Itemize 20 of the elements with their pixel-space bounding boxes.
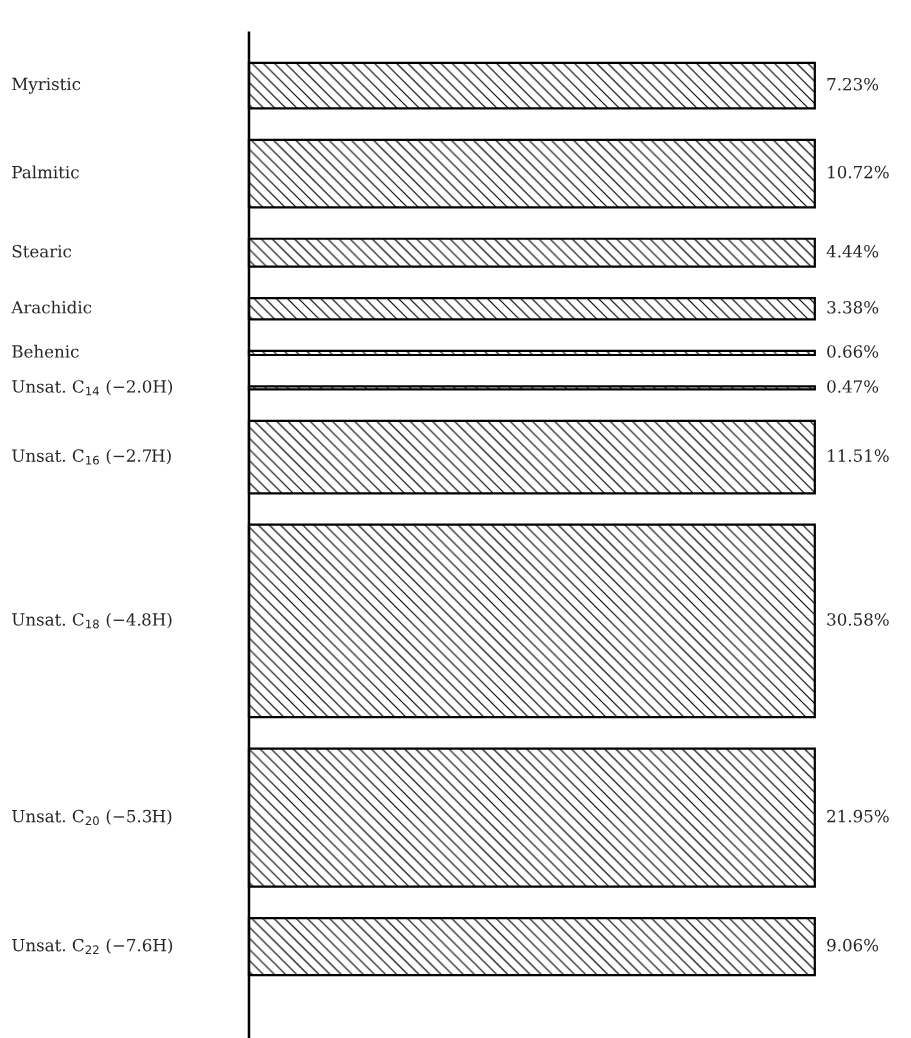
data-label: 9.06% <box>827 938 879 952</box>
data-label: 30.58% <box>827 613 889 626</box>
data-label: 0.47% <box>827 380 879 393</box>
data-label: 0.66% <box>827 345 879 358</box>
category-label: Unsat. C$_{18}$ (−4.8H) <box>12 612 172 629</box>
data-label: 4.44% <box>826 244 879 258</box>
category-label: Stearic <box>12 244 72 258</box>
data-label: 10.72% <box>828 165 889 179</box>
category-label: Unsat. C$_{22}$ (−7.6H) <box>12 938 173 954</box>
category-label: Unsat. C$_{20}$ (−5.3H) <box>12 809 172 826</box>
data-label: 21.95% <box>827 809 889 823</box>
category-label: Unsat. C$_{16}$ (−2.7H) <box>12 449 171 465</box>
data-label: 3.38% <box>827 300 879 314</box>
data-label: 7.23% <box>827 77 879 91</box>
category-label: Arachidic <box>11 300 92 314</box>
category-label: Behenic <box>12 344 79 358</box>
category-label: Palmitic <box>12 165 79 179</box>
data-label: 11.51% <box>828 449 889 462</box>
category-label: Myristic <box>12 77 81 94</box>
category-label: Unsat. C$_{14}$ (−2.0H) <box>12 379 173 396</box>
